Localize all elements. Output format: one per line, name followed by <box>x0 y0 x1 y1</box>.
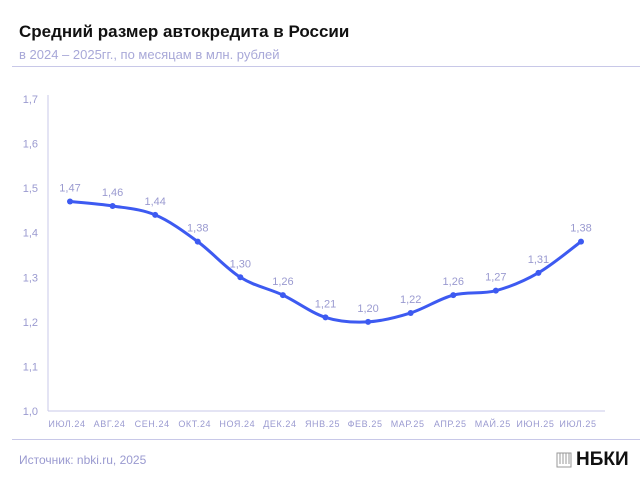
line-chart: 1,0 1,1 1,2 1,3 1,4 1,5 1,6 1,7 ИЮЛ.24 АВГ.24 СЕН.… <box>23 94 605 429</box>
data-point <box>67 198 73 205</box>
x-tick-label: АПР.25 <box>434 419 467 429</box>
data-label: 1,30 <box>230 258 251 270</box>
x-tick-label: АВГ.24 <box>94 419 126 429</box>
x-tick-label: ИЮЛ.25 <box>559 419 596 429</box>
y-tick-label: 1,5 <box>23 183 38 195</box>
data-label: 1,20 <box>357 303 378 315</box>
data-point <box>152 211 159 218</box>
divider-top <box>12 66 640 67</box>
y-tick-label: 1,4 <box>23 228 38 240</box>
data-point <box>578 238 584 245</box>
data-point <box>237 274 244 281</box>
x-tick-label: ФЕВ.25 <box>348 419 383 429</box>
chart-title: Средний размер автокредита в России <box>19 22 350 41</box>
y-tick-label: 1,7 <box>23 94 38 106</box>
data-label: 1,38 <box>570 223 591 235</box>
x-tick-label: МАР.25 <box>391 419 425 429</box>
data-point <box>194 238 201 245</box>
data-label: 1,27 <box>485 272 506 284</box>
logo-text: НБКИ <box>576 449 629 470</box>
x-tick-label: МАЙ.25 <box>475 418 511 429</box>
data-label: 1,21 <box>315 298 336 310</box>
data-label: 1,22 <box>400 294 421 306</box>
x-tick-label: ИЮЛ.24 <box>48 419 85 429</box>
y-tick-label: 1,1 <box>23 361 38 373</box>
divider-bottom <box>12 439 640 440</box>
data-label: 1,26 <box>443 276 464 288</box>
nbki-building-icon <box>556 452 572 468</box>
chart-subtitle: в 2024 – 2025гг., по месяцам в млн. рубл… <box>19 47 280 62</box>
data-point <box>279 292 286 299</box>
data-point <box>450 292 457 299</box>
nbki-logo: НБКИ <box>556 449 629 471</box>
x-tick-label: СЕН.24 <box>135 419 170 429</box>
x-tick-label: ИЮН.25 <box>516 419 554 429</box>
data-label: 1,44 <box>144 196 165 208</box>
data-point <box>492 287 499 294</box>
data-label: 1,38 <box>187 223 208 235</box>
data-point <box>109 202 116 209</box>
data-point <box>535 269 542 276</box>
data-label: 1,47 <box>59 183 80 195</box>
data-label: 1,26 <box>272 276 293 288</box>
x-tick-label: ЯНВ.25 <box>305 419 340 429</box>
y-tick-label: 1,3 <box>23 272 38 284</box>
x-tick-label: ОКТ.24 <box>178 419 211 429</box>
data-point <box>407 309 414 316</box>
source-note: Источник: nbki.ru, 2025 <box>19 453 147 467</box>
y-tick-label: 1,0 <box>23 406 38 418</box>
data-label: 1,46 <box>102 187 123 199</box>
y-tick-label: 1,6 <box>23 139 38 151</box>
y-tick-label: 1,2 <box>23 317 38 329</box>
x-tick-label: ДЕК.24 <box>263 419 296 429</box>
x-tick-label: НОЯ.24 <box>219 419 255 429</box>
data-point <box>322 314 329 321</box>
data-label: 1,31 <box>528 254 549 266</box>
data-point <box>365 318 372 325</box>
